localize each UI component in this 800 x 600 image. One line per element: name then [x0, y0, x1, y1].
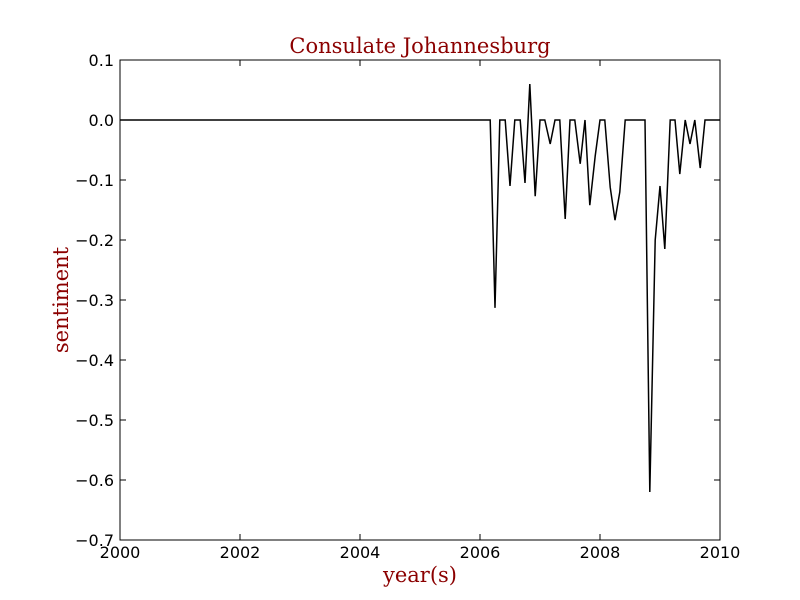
y-tick-label: −0.4 [75, 351, 114, 370]
x-tick-label: 2010 [700, 543, 741, 562]
y-tick-label: −0.2 [75, 231, 114, 250]
y-axis-title: sentiment [49, 246, 73, 353]
plot-area [120, 60, 720, 540]
series-line-0 [120, 83, 720, 493]
x-tick-label: 2000 [100, 543, 141, 562]
x-axis-title: year(s) [382, 563, 457, 587]
chart-title: Consulate Johannesburg [289, 34, 550, 58]
y-tick-label: −0.7 [75, 531, 114, 550]
x-tick-label: 2006 [460, 543, 501, 562]
y-tick-label: −0.6 [75, 471, 114, 490]
y-tick-label: −0.3 [75, 291, 114, 310]
x-tick-label: 2008 [580, 543, 621, 562]
x-tick-label: 2002 [220, 543, 261, 562]
y-tick-label: −0.1 [75, 171, 114, 190]
y-tick-label: −0.5 [75, 411, 114, 430]
y-tick-label: 0.0 [89, 111, 114, 130]
x-tick-label: 2004 [340, 543, 381, 562]
plot-frame [119, 59, 721, 541]
y-tick-label: 0.1 [89, 51, 114, 70]
